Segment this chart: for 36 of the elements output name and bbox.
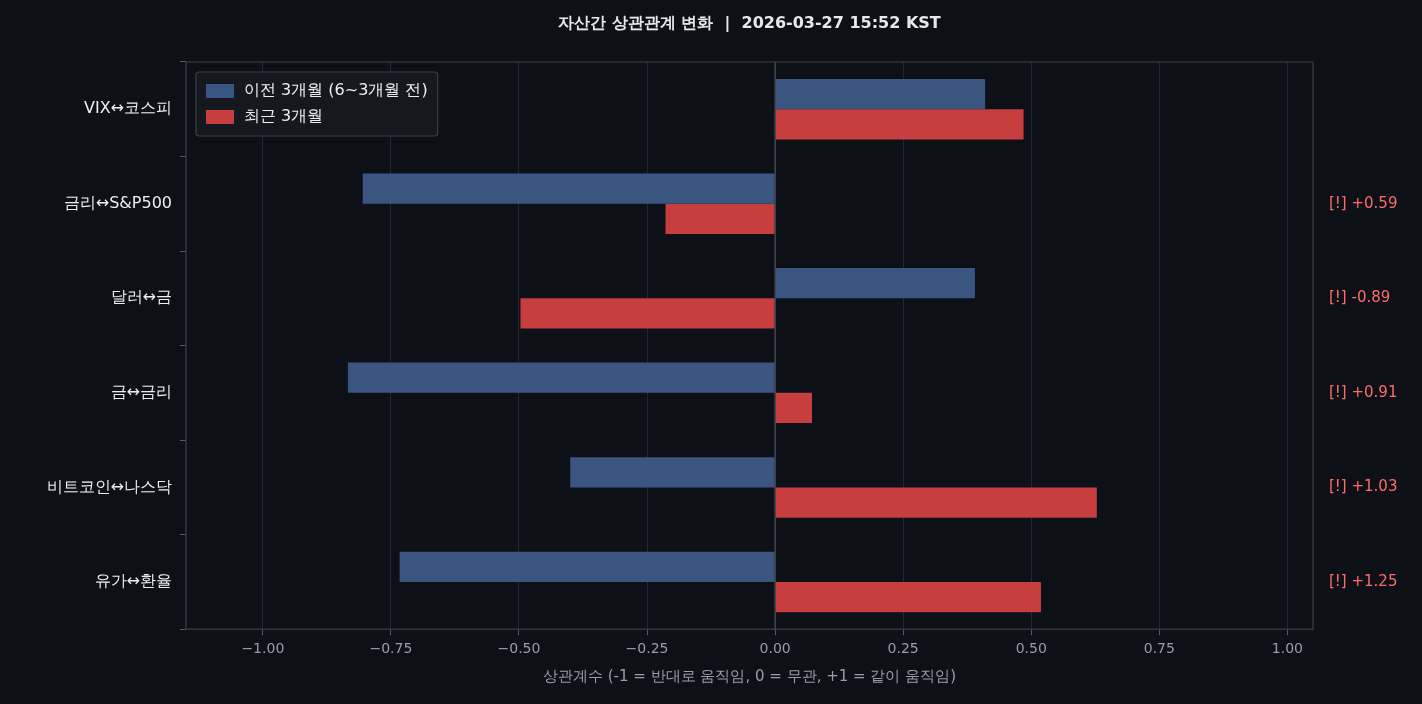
- y-tick-label: 금리↔S&P500: [63, 192, 172, 212]
- legend-label: 최근 3개월: [244, 106, 324, 126]
- y-tick-label: 비트코인↔나스닥: [46, 476, 172, 496]
- x-tick-label: 1.00: [1271, 640, 1303, 657]
- x-tick-label: −0.75: [369, 640, 413, 657]
- bar: [665, 203, 775, 235]
- y-tick-label: 유가↔환율: [94, 571, 172, 591]
- bar: [775, 392, 812, 424]
- x-tick-label: 0.00: [759, 640, 791, 657]
- x-tick-label: 0.25: [887, 640, 919, 657]
- x-tick-label: −0.25: [625, 640, 669, 657]
- text: [!] +1.03: [1329, 477, 1398, 496]
- text: [!] +0.91: [1329, 382, 1398, 401]
- legend-label: 이전 3개월 (6~3개월 전): [244, 80, 428, 100]
- bar: [520, 298, 775, 329]
- x-tick-label: 0.50: [1015, 640, 1047, 657]
- x-tick-label: −1.00: [241, 640, 285, 657]
- bar: [399, 551, 775, 582]
- bar: [775, 268, 975, 299]
- text: [!] -0.89: [1329, 288, 1391, 307]
- y-tick-label: VIX↔코스피: [83, 98, 172, 118]
- bar: [775, 79, 986, 110]
- bar: [347, 362, 775, 393]
- bar: [362, 173, 775, 204]
- x-axis-title: 상관계수 (-1 = 반대로 움직임, 0 = 무관, +1 = 같이 움직임): [542, 666, 957, 685]
- x-tick-label: 0.75: [1143, 640, 1175, 657]
- y-tick-label: 달러↔금: [110, 287, 172, 307]
- text: [!] +0.59: [1329, 193, 1398, 212]
- bar: [775, 109, 1024, 140]
- bar: [775, 487, 1097, 518]
- chart-title: 자산간 상관관계 변화 | 2026-03-27 15:52 KST: [558, 13, 941, 34]
- bar: [570, 457, 775, 488]
- bar: [775, 581, 1041, 613]
- text: [!] +1.25: [1329, 571, 1398, 590]
- x-tick-label: −0.50: [497, 640, 541, 657]
- y-tick-label: 금↔금리: [110, 382, 172, 402]
